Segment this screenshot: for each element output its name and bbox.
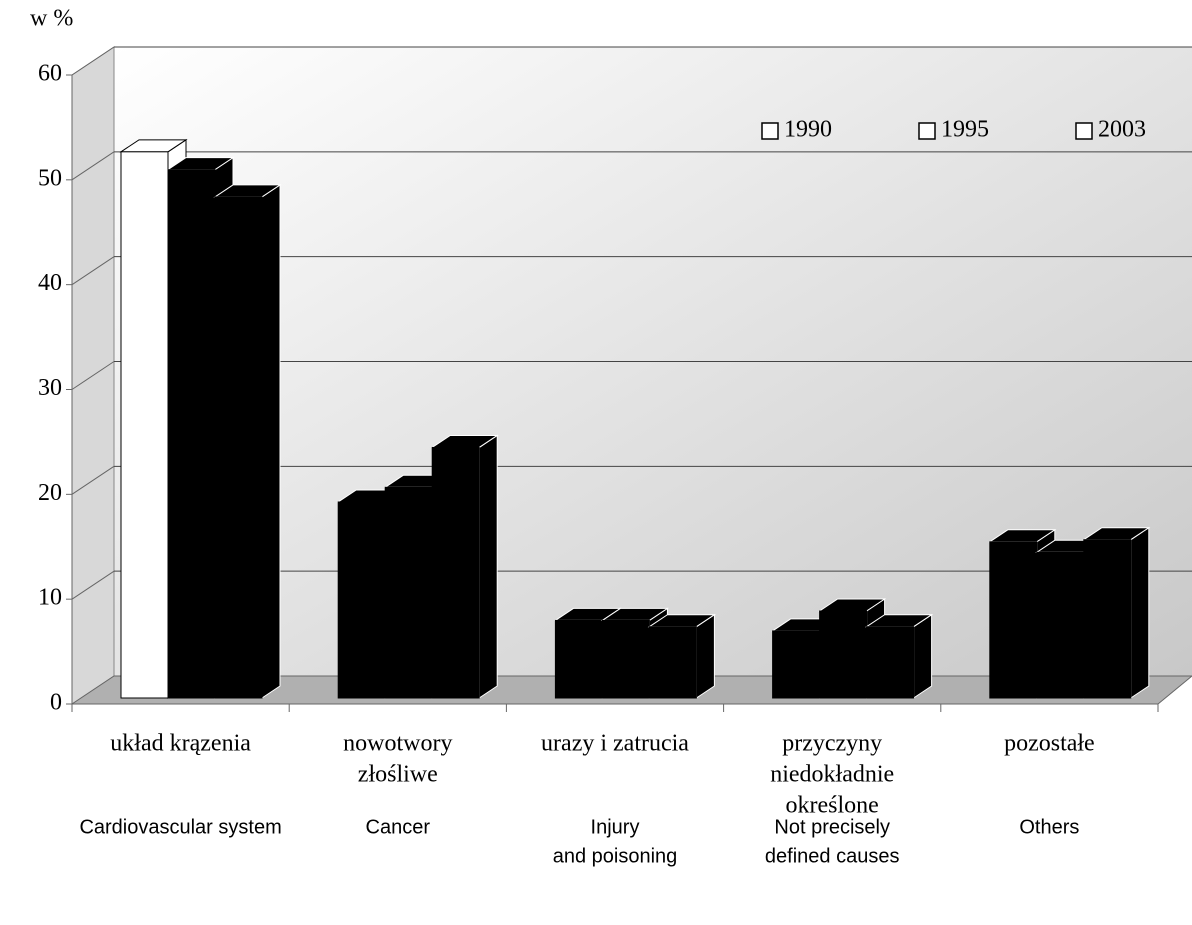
bar: [1082, 526, 1151, 699]
bar-front: [989, 541, 1038, 699]
legend-label: 2003: [1098, 117, 1146, 143]
y-tick-label: 50: [38, 165, 62, 191]
x-tick-label: niedokładnie: [770, 762, 894, 788]
grid-line: [71, 46, 115, 76]
legend-swatch: [761, 122, 779, 140]
bar-side: [913, 613, 933, 699]
x-tick-label: pozostałe: [1004, 731, 1095, 757]
bar-front: [772, 630, 821, 699]
x-tick-label-en: Not precisely: [774, 816, 890, 838]
y-tick-label: 10: [38, 585, 62, 611]
bar-side: [695, 613, 715, 699]
x-tick-label-en: Cardiovascular system: [79, 816, 281, 838]
bar-front: [214, 196, 263, 699]
y-tick-label: 20: [38, 480, 62, 506]
grid-line: [71, 570, 115, 600]
bar-side: [261, 183, 281, 699]
y-tick-label: 40: [38, 270, 62, 296]
y-tick-label: 60: [38, 61, 62, 87]
legend-label: 1995: [941, 117, 989, 143]
y-tick-label: 30: [38, 375, 62, 401]
bar-front: [167, 169, 216, 699]
bar: [864, 613, 934, 699]
bar-front: [120, 151, 169, 699]
grid-line: [71, 256, 115, 286]
bar-front: [866, 626, 915, 699]
x-tick-label: określone: [786, 793, 879, 819]
legend-swatch: [918, 122, 936, 140]
x-tick-label: złośliwe: [358, 762, 438, 788]
bar-front: [337, 501, 386, 699]
x-tick-label: nowotwory: [343, 731, 452, 757]
x-tick-label: urazy i zatrucia: [541, 731, 689, 757]
x-tick-label-en: Cancer: [366, 816, 431, 838]
grid-line: [71, 465, 115, 495]
bar: [430, 434, 499, 699]
bar-front: [601, 619, 650, 699]
x-tick-label-en: Injury: [591, 816, 640, 838]
y-axis-title: w %: [30, 6, 73, 32]
bar-front: [1036, 551, 1085, 699]
x-tick-label-en: and poisoning: [553, 845, 678, 867]
x-tick-label-en: defined causes: [765, 845, 900, 867]
x-tick-label: przyczyny: [782, 731, 882, 757]
legend-label: 1990: [784, 117, 832, 143]
bar: [213, 183, 282, 699]
bar-front: [554, 619, 603, 699]
bar-front: [648, 626, 697, 699]
legend-swatch: [1075, 122, 1093, 140]
grid-line: [71, 151, 115, 181]
grid-line: [71, 361, 115, 390]
x-tick-label-en: Others: [1019, 816, 1079, 838]
bar-side: [1130, 526, 1150, 699]
bar-front: [431, 446, 480, 699]
bar-front: [819, 610, 868, 699]
x-tick-label: układ krązenia: [110, 731, 251, 757]
bar-front: [1083, 539, 1132, 699]
bar: [647, 613, 717, 699]
bar-front: [384, 486, 433, 699]
y-tick-label: 0: [50, 690, 62, 716]
bar-side: [478, 434, 498, 699]
